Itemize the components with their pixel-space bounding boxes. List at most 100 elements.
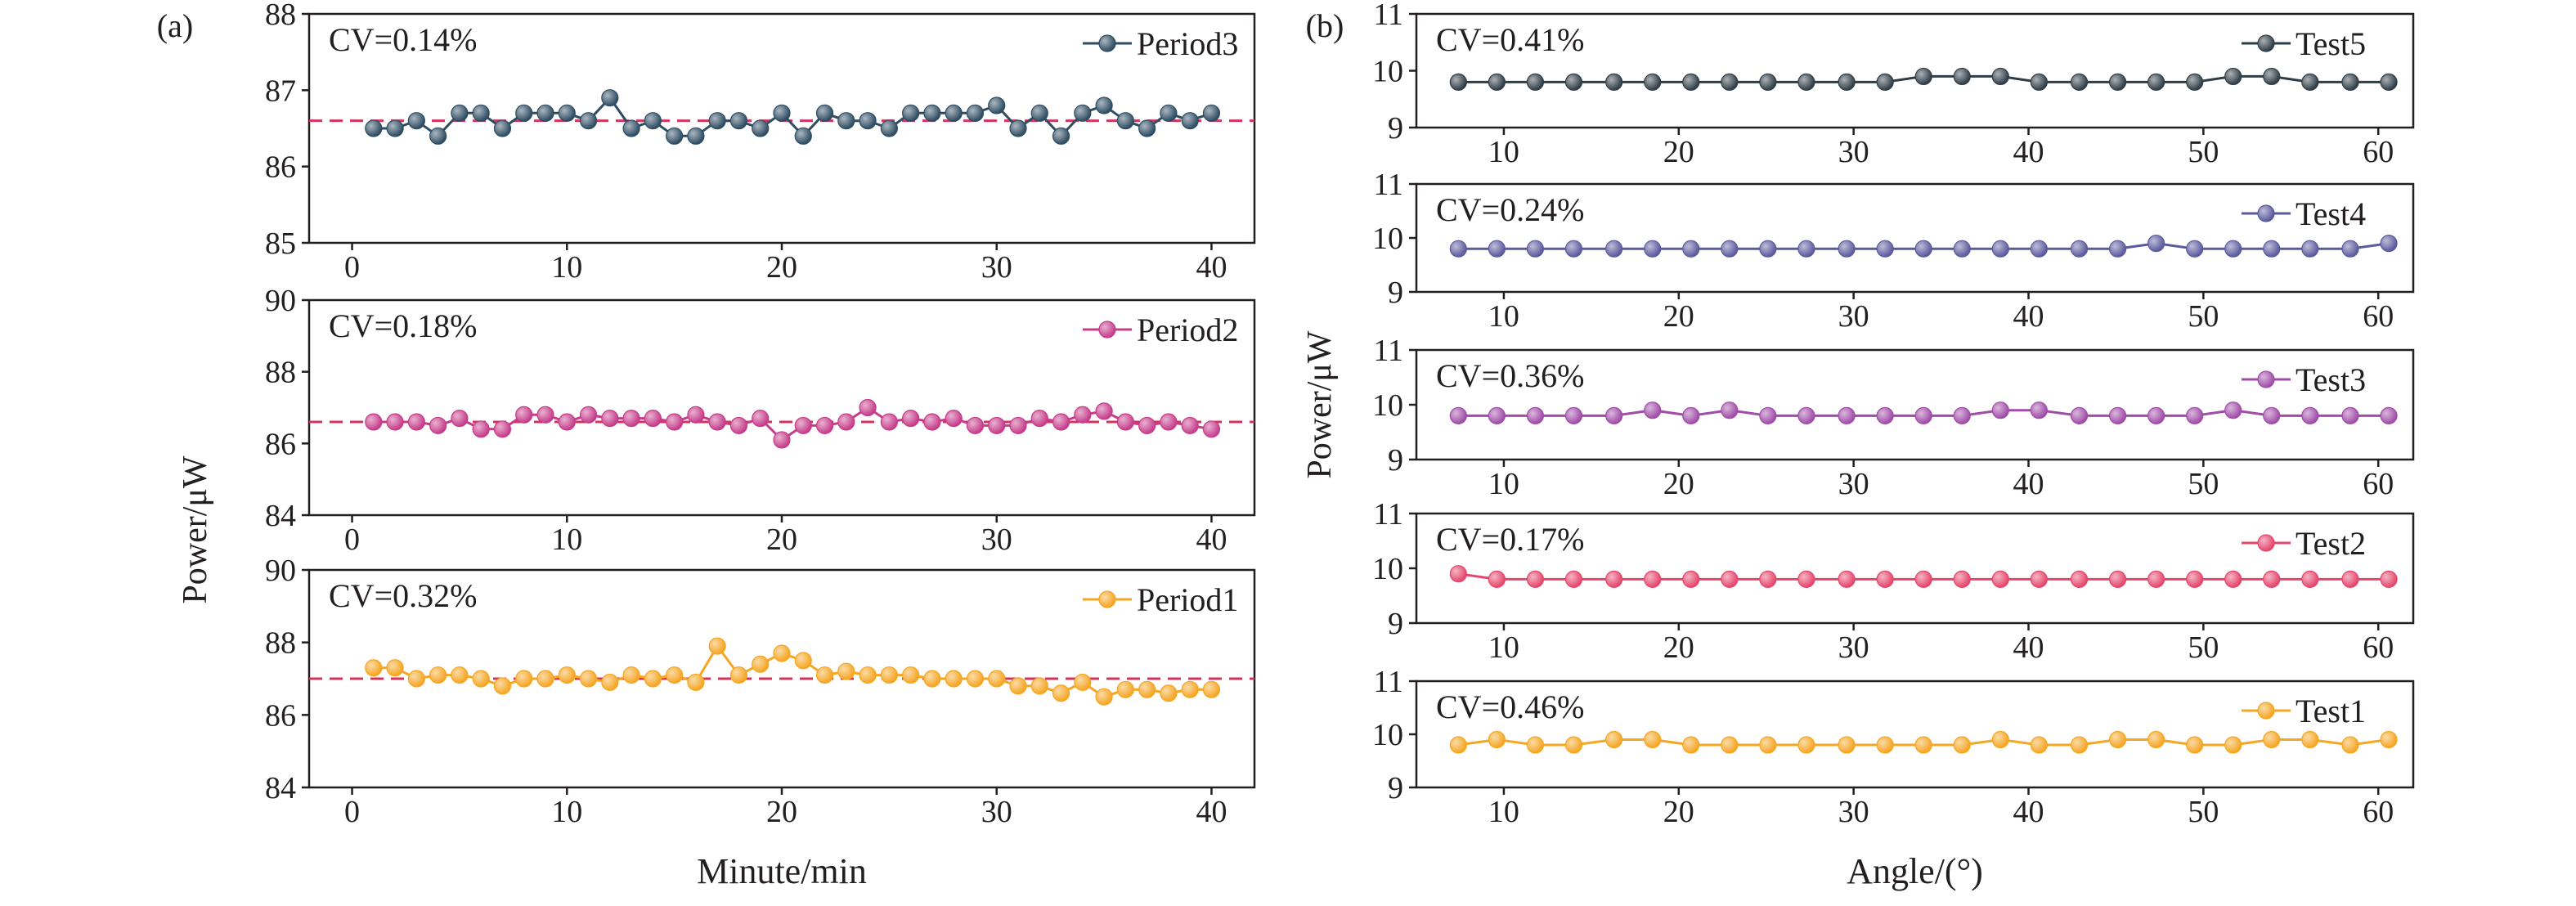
x-tick-label: 60 xyxy=(2363,467,2394,501)
x-tick-label: 40 xyxy=(2013,135,2044,169)
data-point xyxy=(1449,565,1467,583)
x-tick-label: 60 xyxy=(2363,795,2394,829)
y-tick-label: 11 xyxy=(1373,665,1403,699)
data-point xyxy=(1095,96,1113,114)
x-tick-label: 30 xyxy=(981,523,1012,557)
legend-label: Period3 xyxy=(1137,25,1238,62)
data-point xyxy=(1564,406,1583,424)
data-point xyxy=(515,104,533,122)
data-point xyxy=(1838,73,1856,92)
data-point xyxy=(1526,570,1545,589)
x-tick-label: 0 xyxy=(344,250,360,285)
data-point xyxy=(923,670,941,688)
data-point xyxy=(1488,730,1506,749)
data-point xyxy=(2263,570,2281,589)
data-point xyxy=(1160,413,1178,431)
data-point xyxy=(1605,240,1623,258)
data-point xyxy=(1488,406,1506,424)
legend-marker xyxy=(2257,204,2275,222)
data-point xyxy=(988,670,1006,688)
data-point xyxy=(1991,401,2009,419)
data-point xyxy=(2108,240,2127,258)
data-point xyxy=(1759,73,1777,92)
data-point xyxy=(1138,119,1156,137)
data-point xyxy=(1953,240,1971,258)
data-point xyxy=(815,666,834,684)
data-point xyxy=(1116,413,1134,431)
data-point xyxy=(1202,680,1221,698)
data-point xyxy=(773,644,791,662)
data-point xyxy=(2263,67,2281,86)
data-point xyxy=(2030,570,2048,589)
data-point xyxy=(1953,570,1971,589)
data-point xyxy=(407,670,425,688)
data-point xyxy=(2030,240,2048,258)
data-point xyxy=(945,670,963,688)
data-point xyxy=(365,413,383,431)
y-tick-label: 11 xyxy=(1373,334,1403,368)
data-point xyxy=(1644,401,1662,419)
data-point xyxy=(2147,406,2165,424)
x-tick-label: 50 xyxy=(2188,299,2219,334)
x-tick-label: 0 xyxy=(344,795,360,829)
data-point xyxy=(1605,570,1623,589)
x-tick-label: 10 xyxy=(1488,630,1519,665)
subplot-5: 10 20 30 40 50 60 9 10 11 CV=0.24% Test4 xyxy=(1372,168,2415,334)
y-axis-label: Power/μW xyxy=(1301,330,1339,479)
legend-marker xyxy=(1098,34,1116,52)
cv-annotation: CV=0.24% xyxy=(1436,191,1584,228)
data-point xyxy=(1052,127,1070,145)
data-point xyxy=(2186,570,2204,589)
data-point xyxy=(386,413,404,431)
data-point xyxy=(1876,240,1894,258)
data-point xyxy=(1564,240,1583,258)
data-point xyxy=(1116,112,1134,130)
data-point xyxy=(1838,406,1856,424)
cv-annotation: CV=0.18% xyxy=(329,307,477,344)
data-point xyxy=(902,410,920,428)
cv-annotation: CV=0.36% xyxy=(1436,357,1584,394)
y-tick-label: 9 xyxy=(1388,443,1403,478)
y-tick-label: 84 xyxy=(265,771,296,805)
data-point xyxy=(2380,235,2398,253)
data-point xyxy=(773,431,791,449)
data-point xyxy=(2341,570,2359,589)
x-axis-label: Minute/min xyxy=(697,851,867,891)
y-tick-label: 90 xyxy=(265,284,296,318)
data-point xyxy=(558,413,576,431)
x-axis-label: Angle/(°) xyxy=(1847,851,1983,891)
data-point xyxy=(622,410,640,428)
data-point xyxy=(429,127,447,145)
y-tick-label: 11 xyxy=(1373,0,1403,32)
legend-marker xyxy=(2257,370,2275,388)
data-point xyxy=(687,673,705,692)
data-point xyxy=(1721,570,1739,589)
data-point xyxy=(902,666,920,684)
plots: 0 10 20 30 40 85 86 87 88 CV=0.14% Period3 0 10 20 30 4… xyxy=(265,0,2415,891)
data-point xyxy=(1876,73,1894,92)
data-point xyxy=(2070,240,2089,258)
data-point xyxy=(1095,402,1113,420)
data-point xyxy=(429,666,447,684)
series-line-period1 xyxy=(373,644,1212,698)
data-point xyxy=(1488,240,1506,258)
data-point xyxy=(923,413,941,431)
subplot-7: 10 20 30 40 50 60 9 10 11 CV=0.17% Test2 xyxy=(1372,497,2415,665)
data-point xyxy=(1449,736,1467,754)
data-point xyxy=(1682,73,1700,92)
data-point xyxy=(1797,73,1815,92)
y-tick-label: 11 xyxy=(1373,168,1403,202)
data-point xyxy=(1682,570,1700,589)
data-point xyxy=(966,104,985,122)
data-point xyxy=(1797,240,1815,258)
data-point xyxy=(837,112,855,130)
legend-marker xyxy=(1098,590,1116,608)
data-point xyxy=(2380,570,2398,589)
data-point xyxy=(859,112,877,130)
x-tick-label: 10 xyxy=(551,795,582,829)
panel-label-a: (a) xyxy=(157,7,193,44)
data-point xyxy=(1838,736,1856,754)
data-point xyxy=(2186,736,2204,754)
data-point xyxy=(1526,240,1545,258)
